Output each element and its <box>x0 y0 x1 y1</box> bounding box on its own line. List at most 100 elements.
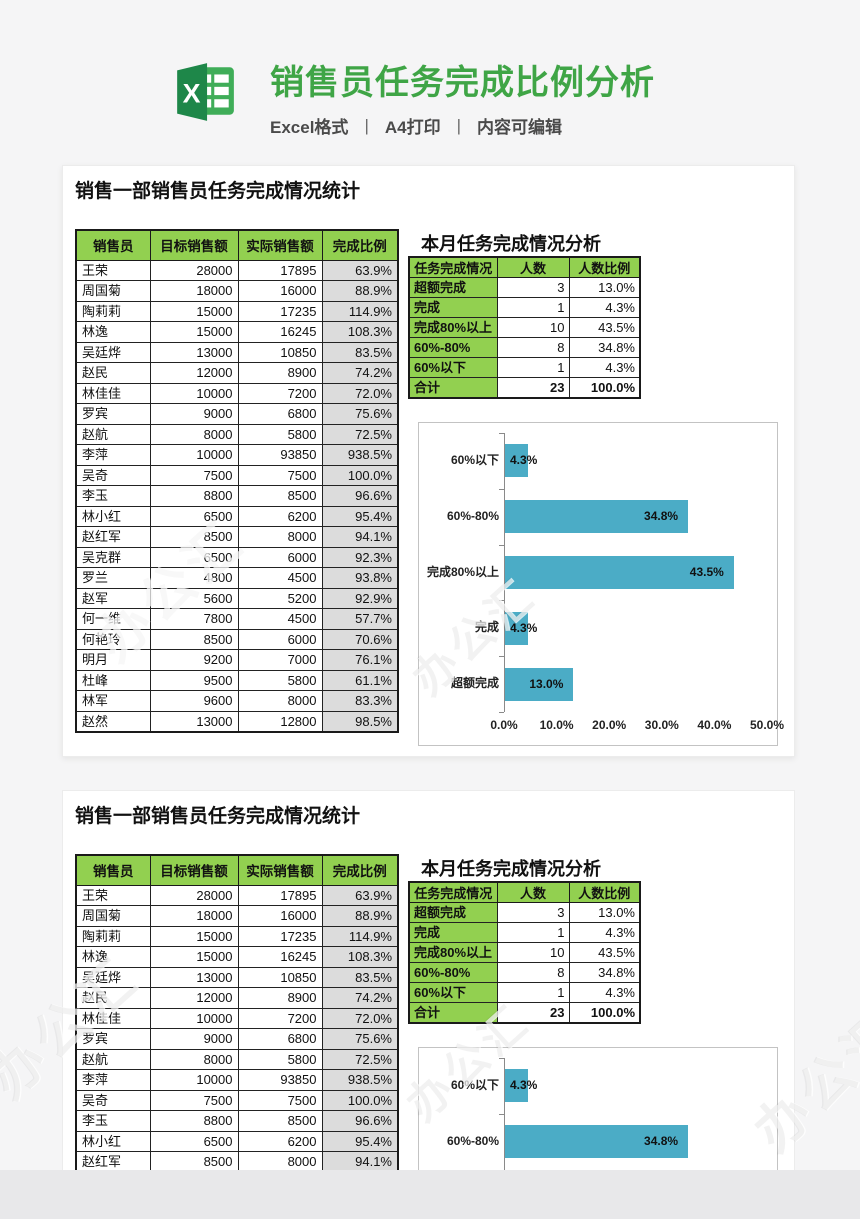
chart-bar-label: 4.3% <box>510 620 538 635</box>
table-row: 赵航 8000 5800 72.5% <box>75 1048 399 1070</box>
cell-actual: 16000 <box>237 905 323 927</box>
cell-actual: 16000 <box>237 280 323 302</box>
cell-percent: 4.3% <box>568 922 641 943</box>
table-row: 李玉 8800 8500 96.6% <box>75 485 399 507</box>
cell-target: 13000 <box>149 710 239 733</box>
chart-category-label: 60%-80% <box>446 1133 499 1148</box>
analysis-row: 超额完成 3 13.0% <box>408 902 641 923</box>
chart-x-tick: 0.0% <box>490 718 518 732</box>
cell-status: 合计 <box>408 1002 498 1024</box>
cell-ratio: 100.0% <box>321 1089 399 1111</box>
cell-ratio: 72.5% <box>321 1048 399 1070</box>
cell-actual: 8000 <box>237 690 323 712</box>
cell-target: 8000 <box>149 423 239 445</box>
cell-actual: 8900 <box>237 987 323 1009</box>
table-row: 赵航 8000 5800 72.5% <box>75 423 399 445</box>
panel-title: 销售一部销售员任务完成情况统计 <box>75 806 361 827</box>
cell-actual: 4500 <box>237 608 323 630</box>
analysis-row: 完成80%以上 10 43.5% <box>408 942 641 963</box>
cell-status: 60%以下 <box>408 357 498 378</box>
cell-ratio: 938.5% <box>321 1069 399 1091</box>
cell-target: 8500 <box>149 526 239 548</box>
cell-target: 6500 <box>149 505 239 527</box>
cell-target: 8500 <box>149 628 239 650</box>
cell-ratio: 93.8% <box>321 567 399 589</box>
cell-ratio: 74.2% <box>321 987 399 1009</box>
cell-status: 60%-80% <box>408 337 498 358</box>
cell-ratio: 83.5% <box>321 341 399 363</box>
cell-salesperson: 李萍 <box>75 1069 151 1091</box>
page-bottom-strip <box>0 1170 860 1219</box>
cell-count: 10 <box>496 942 570 963</box>
analysis-row: 合计 23 100.0% <box>408 377 641 399</box>
chart-bar <box>505 556 734 589</box>
cell-salesperson: 林军 <box>75 690 151 712</box>
cell-salesperson: 林小红 <box>75 1130 151 1152</box>
cell-salesperson: 明月 <box>75 649 151 671</box>
cell-actual: 8000 <box>237 526 323 548</box>
cell-target: 8800 <box>149 1110 239 1132</box>
table-row: 杜峰 9500 5800 61.1% <box>75 669 399 691</box>
cell-target: 10000 <box>149 444 239 466</box>
cell-actual: 7500 <box>237 1089 323 1111</box>
table-row: 林逸 15000 16245 108.3% <box>75 946 399 968</box>
cell-count: 3 <box>496 277 570 298</box>
cell-actual: 6800 <box>237 403 323 425</box>
table-row: 吴廷烨 13000 10850 83.5% <box>75 966 399 988</box>
chart-y-axis <box>504 433 505 712</box>
completion-bar-chart: 60%以下4.3%60%-80%34.8%完成80%以上43.5%完成4.3%超… <box>418 1047 778 1170</box>
cell-actual: 16245 <box>237 321 323 343</box>
table-header-row: 销售员 目标销售额 实际销售额 完成比例 <box>75 854 399 886</box>
chart-x-tick: 40.0% <box>697 718 732 732</box>
analysis-row: 完成 1 4.3% <box>408 297 641 318</box>
cell-target: 8500 <box>149 1151 239 1170</box>
chart-bar <box>505 1125 689 1159</box>
cell-ratio: 938.5% <box>321 444 399 466</box>
cell-ratio: 61.1% <box>321 669 399 691</box>
cell-actual: 8500 <box>237 485 323 507</box>
cell-percent: 13.0% <box>568 277 641 298</box>
chart-axis-tick <box>499 712 504 713</box>
cell-salesperson: 赵红军 <box>75 1151 151 1170</box>
cell-target: 9500 <box>149 669 239 691</box>
cell-ratio: 94.1% <box>321 1151 399 1170</box>
cell-salesperson: 赵民 <box>75 987 151 1009</box>
cell-actual: 17235 <box>237 300 323 322</box>
table-row: 赵民 12000 8900 74.2% <box>75 362 399 384</box>
sales-table: 销售员 目标销售额 实际销售额 完成比例 王荣 28000 17895 63.9% 周国菊 18… <box>75 854 399 1170</box>
cell-actual: 8000 <box>237 1151 323 1170</box>
cell-target: 28000 <box>149 884 239 906</box>
cell-actual: 7200 <box>237 382 323 404</box>
table-row: 李萍 10000 93850 938.5% <box>75 444 399 466</box>
cell-target: 8800 <box>149 485 239 507</box>
cell-ratio: 76.1% <box>321 649 399 671</box>
excel-logo-icon: X <box>177 63 234 121</box>
cell-salesperson: 吴廷烨 <box>75 341 151 363</box>
cell-ratio: 70.6% <box>321 628 399 650</box>
cell-actual: 8900 <box>237 362 323 384</box>
cell-target: 13000 <box>149 966 239 988</box>
analysis-table: 任务完成情况 人数 人数比例 超额完成 3 13.0% 完成 1 4.3% 完成80%以上 10 4… <box>408 256 641 399</box>
cell-salesperson: 林佳佳 <box>75 382 151 404</box>
cell-ratio: 83.3% <box>321 690 399 712</box>
analysis-row: 超额完成 3 13.0% <box>408 277 641 298</box>
cell-salesperson: 赵民 <box>75 362 151 384</box>
column-header: 完成比例 <box>321 854 399 886</box>
cell-actual: 17235 <box>237 925 323 947</box>
cell-salesperson: 吴克群 <box>75 546 151 568</box>
cell-ratio: 75.6% <box>321 403 399 425</box>
table-row: 吴克群 6500 6000 92.3% <box>75 546 399 568</box>
chart-x-tick: 20.0% <box>592 718 627 732</box>
cell-salesperson: 王荣 <box>75 884 151 906</box>
cell-percent: 43.5% <box>568 942 641 963</box>
cell-actual: 6800 <box>237 1028 323 1050</box>
cell-percent: 4.3% <box>568 297 641 318</box>
cell-ratio: 100.0% <box>321 464 399 486</box>
cell-target: 15000 <box>149 300 239 322</box>
table-row: 陶莉莉 15000 17235 114.9% <box>75 925 399 947</box>
cell-target: 10000 <box>149 1069 239 1091</box>
cell-salesperson: 周国菊 <box>75 905 151 927</box>
cell-ratio: 88.9% <box>321 280 399 302</box>
cell-target: 10000 <box>149 1007 239 1029</box>
